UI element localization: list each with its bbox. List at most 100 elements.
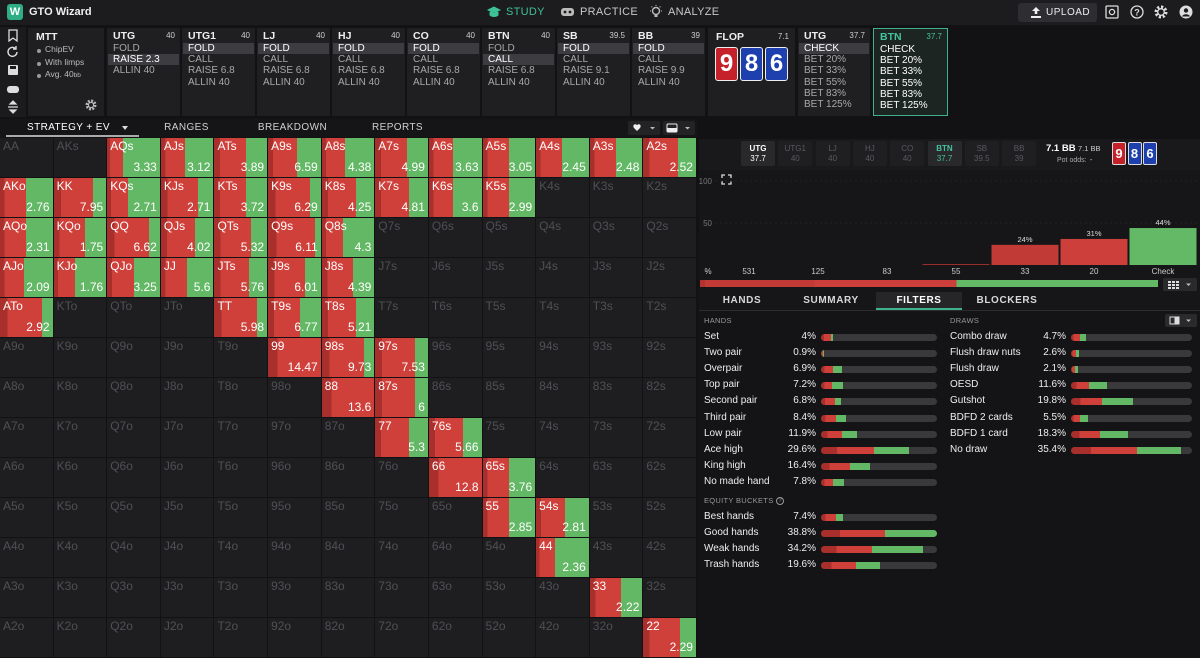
filter-label[interactable]: Trash hands: [704, 559, 760, 571]
action-panel[interactable]: BTN 40 FOLD CALL RAISE 6.8 ALLIN 40: [482, 28, 555, 116]
hand-cell[interactable]: A8s 4.38: [321, 138, 375, 177]
hand-cell[interactable]: 64o: [428, 538, 482, 577]
hand-cell[interactable]: 55 2.85: [482, 498, 536, 537]
hand-cell[interactable]: ATs 3.89: [214, 138, 268, 177]
hand-cell[interactable]: 92o: [268, 618, 321, 657]
hand-cell[interactable]: 65o: [428, 498, 482, 537]
hand-cell[interactable]: 76o: [375, 458, 428, 497]
reset-icon[interactable]: [7, 46, 18, 58]
hand-cell[interactable]: A2s 2.52: [643, 138, 696, 177]
action-option[interactable]: RAISE 6.8: [188, 65, 235, 77]
action-panel[interactable]: CO 40 FOLD CALL RAISE 6.8 ALLIN 40: [407, 28, 480, 116]
hand-cell[interactable]: J4o: [160, 538, 214, 577]
hand-cell[interactable]: KTs 3.72: [214, 178, 268, 217]
filter-label[interactable]: Third pair: [704, 411, 747, 423]
hand-cell[interactable]: A7s 4.99: [375, 138, 428, 177]
hand-cell[interactable]: T6o: [214, 458, 268, 497]
hand-cell[interactable]: 32o: [589, 618, 643, 657]
filter-label[interactable]: Low pair: [704, 427, 742, 439]
hand-cell[interactable]: Q2s: [643, 218, 696, 257]
settings-icon[interactable]: [1154, 5, 1168, 19]
hand-cell[interactable]: K7s 4.81: [375, 178, 428, 217]
hand-cell[interactable]: K2s: [643, 178, 696, 217]
hand-cell[interactable]: KK 7.95: [53, 178, 107, 217]
filter-label[interactable]: Gutshot: [950, 395, 986, 407]
action-option[interactable]: CALL: [338, 54, 364, 66]
hand-cell[interactable]: J2o: [160, 618, 214, 657]
hand-cell[interactable]: J2s: [643, 258, 696, 297]
action-option[interactable]: RAISE 6.8: [488, 65, 535, 77]
action-option[interactable]: CALL: [263, 54, 289, 66]
hand-cell[interactable]: 82o: [321, 618, 375, 657]
hand-cell[interactable]: 94s: [536, 338, 589, 377]
hand-cell[interactable]: 84o: [321, 538, 375, 577]
action-option[interactable]: FOLD: [488, 43, 515, 54]
action-option[interactable]: ALLIN 40: [338, 76, 380, 88]
action-option[interactable]: CALL: [563, 54, 589, 66]
hand-cell[interactable]: AQo 2.31: [0, 218, 53, 257]
filter-label[interactable]: BDFD 1 card: [950, 427, 1008, 439]
hand-cell[interactable]: ATo 2.92: [0, 298, 53, 337]
action-panel[interactable]: HJ 40 FOLD CALL RAISE 6.8 ALLIN 40: [332, 28, 405, 116]
hand-cell[interactable]: 86o: [321, 458, 375, 497]
nav-tab[interactable]: STUDY: [506, 6, 545, 18]
hand-cell[interactable]: 74s: [536, 418, 589, 457]
filter-label[interactable]: Flush draw: [950, 363, 999, 375]
nav-tab[interactable]: PRACTICE: [580, 6, 639, 18]
hand-cell[interactable]: 84s: [536, 378, 589, 417]
hand-cell[interactable]: 87s 6: [375, 378, 428, 417]
action-option[interactable]: FOLD: [333, 43, 404, 54]
filter-tab[interactable]: FILTERS: [876, 292, 962, 310]
action-option[interactable]: CALL: [638, 54, 664, 66]
hand-cell[interactable]: QTs 5.32: [214, 218, 268, 257]
action-option[interactable]: BET 20%: [804, 54, 847, 66]
hand-cell[interactable]: T9o: [214, 338, 268, 377]
strip-player[interactable]: BB 39: [1002, 141, 1037, 166]
logo-icon[interactable]: W: [7, 4, 23, 20]
hand-cell[interactable]: 64s: [536, 458, 589, 497]
hand-cell[interactable]: 95o: [268, 498, 321, 537]
filter-label[interactable]: Combo draw: [950, 331, 1007, 342]
hand-cell[interactable]: 75s: [482, 418, 536, 457]
hand-cell[interactable]: 22 2.29: [643, 618, 696, 657]
action-option[interactable]: ALLIN 40: [638, 76, 680, 88]
action-option[interactable]: RAISE 6.8: [263, 65, 310, 77]
action-option[interactable]: RAISE 9.9: [638, 65, 685, 77]
strip-player[interactable]: CO 40: [890, 141, 925, 166]
hand-cell[interactable]: KJs 2.71: [160, 178, 214, 217]
hand-cell[interactable]: T4s: [536, 298, 589, 337]
hand-cell[interactable]: QJs 4.02: [160, 218, 214, 257]
hand-cell[interactable]: AJo 2.09: [0, 258, 53, 297]
hand-cell[interactable]: K5s 2.99: [482, 178, 536, 217]
hand-cell[interactable]: K6o: [53, 458, 107, 497]
action-option[interactable]: ALLIN 40: [488, 76, 530, 88]
hand-cell[interactable]: K5o: [53, 498, 107, 537]
filter-label[interactable]: Flush draw nuts: [950, 347, 1021, 359]
hand-cell[interactable]: T8s 5.21: [321, 298, 375, 337]
action-option[interactable]: ALLIN 40: [413, 76, 455, 88]
action-option[interactable]: ALLIN 40: [263, 76, 305, 88]
screenshot-icon[interactable]: [1105, 5, 1119, 19]
nav-tab[interactable]: ANALYZE: [668, 6, 720, 18]
hand-cell[interactable]: J7s: [375, 258, 428, 297]
filter-label[interactable]: Best hands: [704, 511, 755, 522]
hand-cell[interactable]: A4s 2.45: [536, 138, 589, 177]
hand-cell[interactable]: J9s 6.01: [268, 258, 321, 297]
hand-cell[interactable]: 62s: [643, 458, 696, 497]
hand-cell[interactable]: J3o: [160, 578, 214, 617]
action-option[interactable]: FOLD: [633, 43, 704, 54]
bookmark-icon[interactable]: [8, 29, 18, 43]
hand-cell[interactable]: T3o: [214, 578, 268, 617]
action-option[interactable]: BET 33%: [880, 66, 923, 78]
hand-cell[interactable]: Q8s 4.3: [321, 218, 375, 257]
hand-cell[interactable]: 63s: [589, 458, 643, 497]
hand-cell[interactable]: 93o: [268, 578, 321, 617]
hand-cell[interactable]: 85s: [482, 378, 536, 417]
filter-label[interactable]: King high: [704, 459, 746, 471]
hand-cell[interactable]: K4o: [53, 538, 107, 577]
hand-cell[interactable]: 77 5.3: [375, 418, 428, 457]
view-tab[interactable]: RANGES: [164, 122, 209, 133]
hand-cell[interactable]: AKs: [53, 138, 107, 177]
hand-cell[interactable]: 73s: [589, 418, 643, 457]
filter-tab[interactable]: SUMMARY: [803, 295, 859, 306]
